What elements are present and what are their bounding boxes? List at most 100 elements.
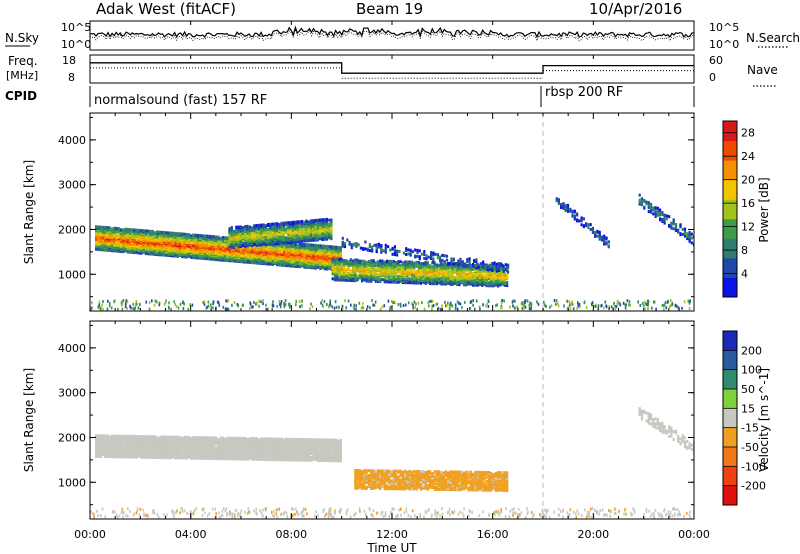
heatmap-cell	[287, 243, 290, 247]
heatmap-cell	[432, 257, 435, 261]
heatmap-cell	[331, 271, 334, 275]
heatmap-cell	[269, 229, 272, 233]
heatmap-cell	[377, 242, 381, 246]
heatmap-cell	[341, 240, 344, 244]
heatmap-cell	[372, 263, 375, 267]
heatmap-cell	[109, 301, 111, 305]
heatmap-cell	[388, 276, 391, 280]
heatmap-cell	[248, 225, 251, 229]
heatmap-cell	[142, 239, 145, 243]
heatmap-cell	[408, 269, 411, 273]
heatmap-cell	[167, 244, 170, 248]
heatmap-cell	[390, 271, 393, 275]
heatmap-cell	[110, 229, 114, 233]
heatmap-cell	[553, 299, 556, 302]
heatmap-cell	[440, 307, 442, 311]
heatmap-cell	[372, 266, 375, 270]
heatmap-cell	[283, 301, 285, 305]
heatmap-cell	[417, 260, 420, 264]
heatmap-cell	[672, 227, 675, 231]
heatmap-cell	[397, 274, 400, 278]
heatmap-cell	[483, 274, 486, 278]
heatmap-cell	[347, 266, 350, 270]
heatmap-cell	[108, 226, 111, 230]
heatmap-cell	[323, 218, 326, 222]
heatmap-cell	[226, 236, 229, 240]
heatmap-cell	[206, 305, 209, 309]
heatmap-cell	[185, 232, 188, 236]
heatmap-cell	[460, 279, 463, 283]
heatmap-cell	[167, 250, 170, 254]
heatmap-cell	[352, 279, 355, 283]
heatmap-cell	[419, 276, 423, 280]
heatmap-cell	[232, 229, 236, 233]
heatmap-cell	[122, 232, 125, 236]
heatmap-cell	[251, 232, 254, 236]
heatmap-cell	[679, 232, 682, 236]
heatmap-cell	[491, 262, 494, 265]
heatmap-cell	[406, 271, 409, 275]
heatmap-cell	[647, 203, 650, 207]
heatmap-cell	[316, 218, 319, 222]
heatmap-cell	[163, 240, 166, 244]
heatmap-cell	[374, 272, 377, 276]
heatmap-cell	[280, 259, 283, 263]
heatmap-cell	[430, 256, 433, 259]
heatmap-cell	[305, 249, 308, 253]
heatmap-cell	[212, 248, 215, 251]
heatmap-cell	[258, 256, 261, 260]
heatmap-cell	[246, 224, 249, 228]
heatmap-cell	[440, 272, 443, 276]
heatmap-cell	[370, 277, 373, 281]
heatmap-cell	[269, 242, 272, 246]
heatmap-cell	[262, 223, 265, 227]
heatmap-cell	[294, 220, 297, 224]
heatmap-cell	[441, 253, 444, 257]
heatmap-cell	[303, 226, 306, 230]
heatmap-cell	[138, 228, 141, 232]
heatmap-cell	[187, 233, 191, 237]
heatmap-cell	[280, 224, 283, 228]
heatmap-cell	[359, 246, 362, 250]
heatmap-cell	[442, 262, 445, 266]
heatmap-cell	[656, 209, 659, 213]
heatmap-cell	[228, 239, 231, 243]
heatmap-cell	[350, 246, 353, 250]
heatmap-cell	[264, 258, 268, 262]
heatmap-cell	[135, 299, 138, 303]
heatmap-cell	[228, 241, 231, 245]
heatmap-cell	[310, 246, 313, 250]
heatmap-cell	[203, 302, 206, 306]
heatmap-cell	[493, 265, 496, 269]
heatmap-cell	[587, 223, 590, 227]
heatmap-cell	[393, 253, 396, 257]
nave-tick-bottom: 0	[709, 71, 716, 84]
heatmap-cell	[117, 232, 120, 235]
heatmap-cell	[474, 283, 477, 287]
heatmap-cell	[418, 255, 421, 259]
heatmap-cell	[670, 221, 673, 225]
heatmap-cell	[399, 260, 402, 264]
heatmap-cell	[287, 252, 290, 256]
heatmap-cell	[235, 225, 238, 229]
heatmap-cell	[305, 262, 308, 266]
heatmap-cell	[253, 238, 256, 241]
heatmap-cell	[365, 277, 368, 281]
heatmap-cell	[600, 238, 604, 242]
heatmap-cell	[174, 231, 177, 235]
heatmap-cell	[317, 264, 320, 268]
heatmap-cell	[138, 238, 141, 242]
heatmap-cell	[338, 273, 341, 277]
heatmap-cell	[110, 243, 114, 247]
heatmap-cell	[449, 278, 452, 282]
heatmap-cell	[338, 266, 341, 270]
heatmap-cell	[478, 268, 481, 272]
heatmap-cell	[235, 235, 238, 239]
heatmap-cell	[566, 299, 568, 303]
heatmap-cell	[498, 268, 501, 271]
heatmap-cell	[305, 243, 308, 247]
freq-trace	[90, 62, 694, 74]
heatmap-cell	[411, 250, 415, 254]
heatmap-cell	[656, 211, 659, 215]
heatmap-cell	[445, 258, 449, 262]
